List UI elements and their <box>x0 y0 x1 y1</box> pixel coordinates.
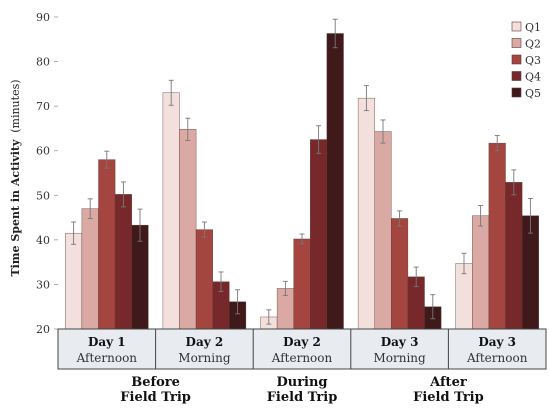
y-tick-label: 40 <box>36 234 50 247</box>
category-time-label: Morning <box>178 351 231 365</box>
bar-q3 <box>195 229 213 330</box>
y-tick-label: 30 <box>36 278 50 291</box>
phase-label: Field Trip <box>120 390 191 405</box>
legend-label: Q5 <box>525 87 541 100</box>
bar-q1 <box>162 92 180 330</box>
bar-q2 <box>374 131 392 330</box>
legend-label: Q1 <box>525 21 541 34</box>
legend-swatch <box>511 38 522 48</box>
bar-q4 <box>505 182 523 330</box>
bar-q4 <box>114 194 132 330</box>
category-box <box>57 328 547 370</box>
y-tick-label: 90 <box>36 11 50 24</box>
phase-label: During <box>276 375 327 390</box>
legend-swatch <box>511 21 522 32</box>
legend-swatch <box>511 71 522 81</box>
bar-q2 <box>472 215 490 330</box>
legend-label: Q2 <box>525 38 541 51</box>
y-tick-label: 60 <box>36 145 50 158</box>
phase-label: Field Trip <box>267 390 338 405</box>
bars <box>65 18 539 330</box>
category-day-label: Day 1 <box>88 335 126 349</box>
legend-swatch <box>511 87 522 98</box>
bar-q4 <box>310 139 328 330</box>
category-day-label: Day 2 <box>283 335 321 349</box>
category-time-label: Afternoon <box>76 351 138 365</box>
category-day-label: Day 2 <box>186 335 224 349</box>
bar-q1 <box>357 97 375 330</box>
y-tick-label: 70 <box>36 100 50 113</box>
bar-q3 <box>98 159 116 330</box>
y-axis: 20 30 40 50 60 70 80 90 <box>36 11 58 336</box>
category-time-label: Morning <box>373 351 426 365</box>
bar-q2 <box>81 208 99 330</box>
legend: Q1 Q2 Q3 Q4 Q5 <box>511 21 541 100</box>
legend-label: Q3 <box>525 54 541 67</box>
bar-q2 <box>179 129 197 330</box>
bar-q5 <box>326 33 344 330</box>
category-day-label: Day 3 <box>478 335 516 349</box>
bar-q1 <box>65 232 83 330</box>
y-tick-label: 20 <box>36 323 50 336</box>
category-time-label: Afternoon <box>466 351 528 365</box>
category-time-label: Afternoon <box>271 351 333 365</box>
category-day-label: Day 3 <box>381 335 419 349</box>
category-axis: Day 1 Afternoon Day 2 Morning Day 2 Afternoon… <box>57 328 547 405</box>
y-tick-label: 50 <box>36 189 50 202</box>
legend-swatch <box>511 54 522 65</box>
y-tick-label: 80 <box>36 56 50 69</box>
bar-q3 <box>293 238 311 330</box>
legend-label: Q4 <box>525 71 541 84</box>
bar-q3 <box>391 218 409 330</box>
phase-label: Field Trip <box>413 390 484 405</box>
phase-label: Before <box>131 375 180 390</box>
bar-q3 <box>488 142 506 330</box>
phase-label: After <box>429 375 467 390</box>
y-axis-label: Time Spent in Activity (minutes) <box>9 79 22 276</box>
